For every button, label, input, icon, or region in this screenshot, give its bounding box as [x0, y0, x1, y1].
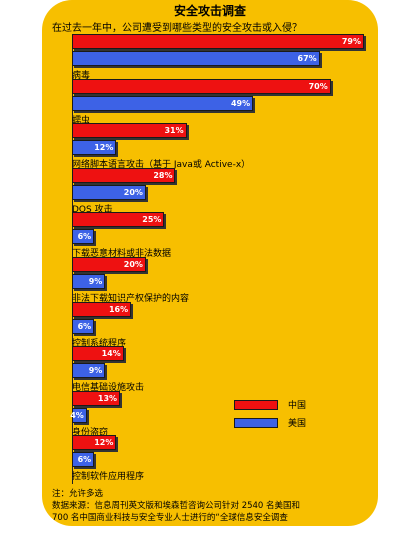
bar-label-usa-7: 9% — [88, 366, 103, 376]
bar-usa-3 — [72, 184, 146, 200]
note-source-line-1: 数据来源：信息周刊英文版和埃森哲咨询公司针对 2540 名美国和 — [52, 501, 301, 511]
bar-label-usa-2: 12% — [94, 143, 114, 153]
legend: 中国 美国 — [234, 398, 354, 430]
category-label-9: 控制软件应用程序 — [72, 472, 145, 483]
footnotes: 注：允许多选 数据来源：信息周刊英文版和埃森哲咨询公司针对 2540 名美国和 … — [52, 488, 372, 524]
bar-label-china-5: 20% — [123, 260, 143, 269]
bar-label-usa-3: 20% — [123, 187, 143, 197]
legend-swatch-china — [234, 400, 278, 410]
bar-area: 79% 67% 病毒 70% 49% 蠕虫 31% 12% 网络脚本语言攻击（基于 Java或 … — [42, 0, 378, 526]
bar-label-china-1: 70% — [308, 81, 328, 91]
category-label-0: 病毒 — [72, 71, 91, 81]
category-label-2: 网络脚本语言攻击（基于 Java或 Active-x） — [72, 160, 251, 171]
legend-label-usa: 美国 — [288, 419, 307, 429]
bar-china-6 — [72, 301, 132, 317]
bar-usa-6 — [72, 318, 95, 334]
bar-label-china-2: 31% — [164, 126, 184, 136]
category-label-1: 蠕虫 — [72, 115, 91, 126]
bar-label-china-9: 12% — [94, 438, 114, 448]
bar-usa-4 — [72, 229, 95, 245]
bar-usa-5 — [72, 274, 106, 289]
bar-label-china-8: 13% — [97, 393, 118, 403]
bar-label-usa-5: 9% — [88, 277, 103, 286]
bar-label-china-0: 79% — [341, 37, 361, 46]
bar-label-usa-9: 6% — [77, 455, 92, 465]
bar-usa-9 — [72, 452, 95, 468]
legend-swatch-usa — [234, 418, 278, 428]
category-label-6: 控制系统程序 — [72, 338, 127, 349]
category-label-7: 电信基础设施攻击 — [72, 383, 145, 394]
chart-subtitle: 在过去一年中，公司遭受到哪些类型的安全攻击或入侵？ — [52, 23, 302, 34]
bar-label-china-4: 25% — [142, 215, 162, 225]
bar-label-usa-4: 6% — [77, 232, 92, 242]
bar-china-1 — [72, 78, 331, 94]
bar-china-3 — [72, 167, 176, 183]
bar-label-usa-0: 67% — [297, 54, 317, 63]
bar-usa-0 — [72, 51, 320, 66]
bar-label-usa-6: 6% — [77, 321, 92, 331]
bar-label-china-7: 14% — [101, 349, 121, 359]
bar-usa-8 — [72, 407, 87, 423]
category-label-8: 身份盗窃 — [72, 427, 109, 438]
bar-china-9 — [72, 435, 117, 451]
note-multiple-choice: 注：允许多选 — [52, 489, 104, 499]
legend-label-china: 中国 — [288, 401, 307, 411]
category-label-3: DOS 攻击 — [72, 204, 113, 215]
bar-china-7 — [72, 346, 124, 362]
chart-title: 安全攻击调查 — [173, 4, 246, 18]
bar-label-china-6: 16% — [108, 304, 129, 314]
note-source-line-2: 700 名中国商业科技与安全专业人士进行的“全球信息安全调查 — [52, 513, 288, 523]
bar-usa-1 — [72, 95, 254, 111]
bar-china-4 — [72, 212, 165, 228]
bar-usa-2 — [72, 140, 117, 156]
bar-china-8 — [72, 390, 121, 406]
bar-china-5 — [72, 257, 146, 272]
category-label-4: 下载恶意材料或非法数据 — [72, 249, 172, 260]
bar-usa-7 — [72, 363, 106, 379]
chart-panel: 安全攻击调查 在过去一年中，公司遭受到哪些类型的安全攻击或入侵？ 79% 67% 病… — [42, 0, 378, 526]
bar-china-2 — [72, 123, 187, 139]
bar-label-usa-1: 49% — [230, 98, 251, 108]
bar-label-china-3: 28% — [153, 170, 173, 180]
bar-china-0 — [72, 34, 364, 49]
bar-label-usa-8: 4% — [70, 410, 84, 420]
category-label-5: 非法下载知识产权保护的内容 — [72, 294, 190, 304]
